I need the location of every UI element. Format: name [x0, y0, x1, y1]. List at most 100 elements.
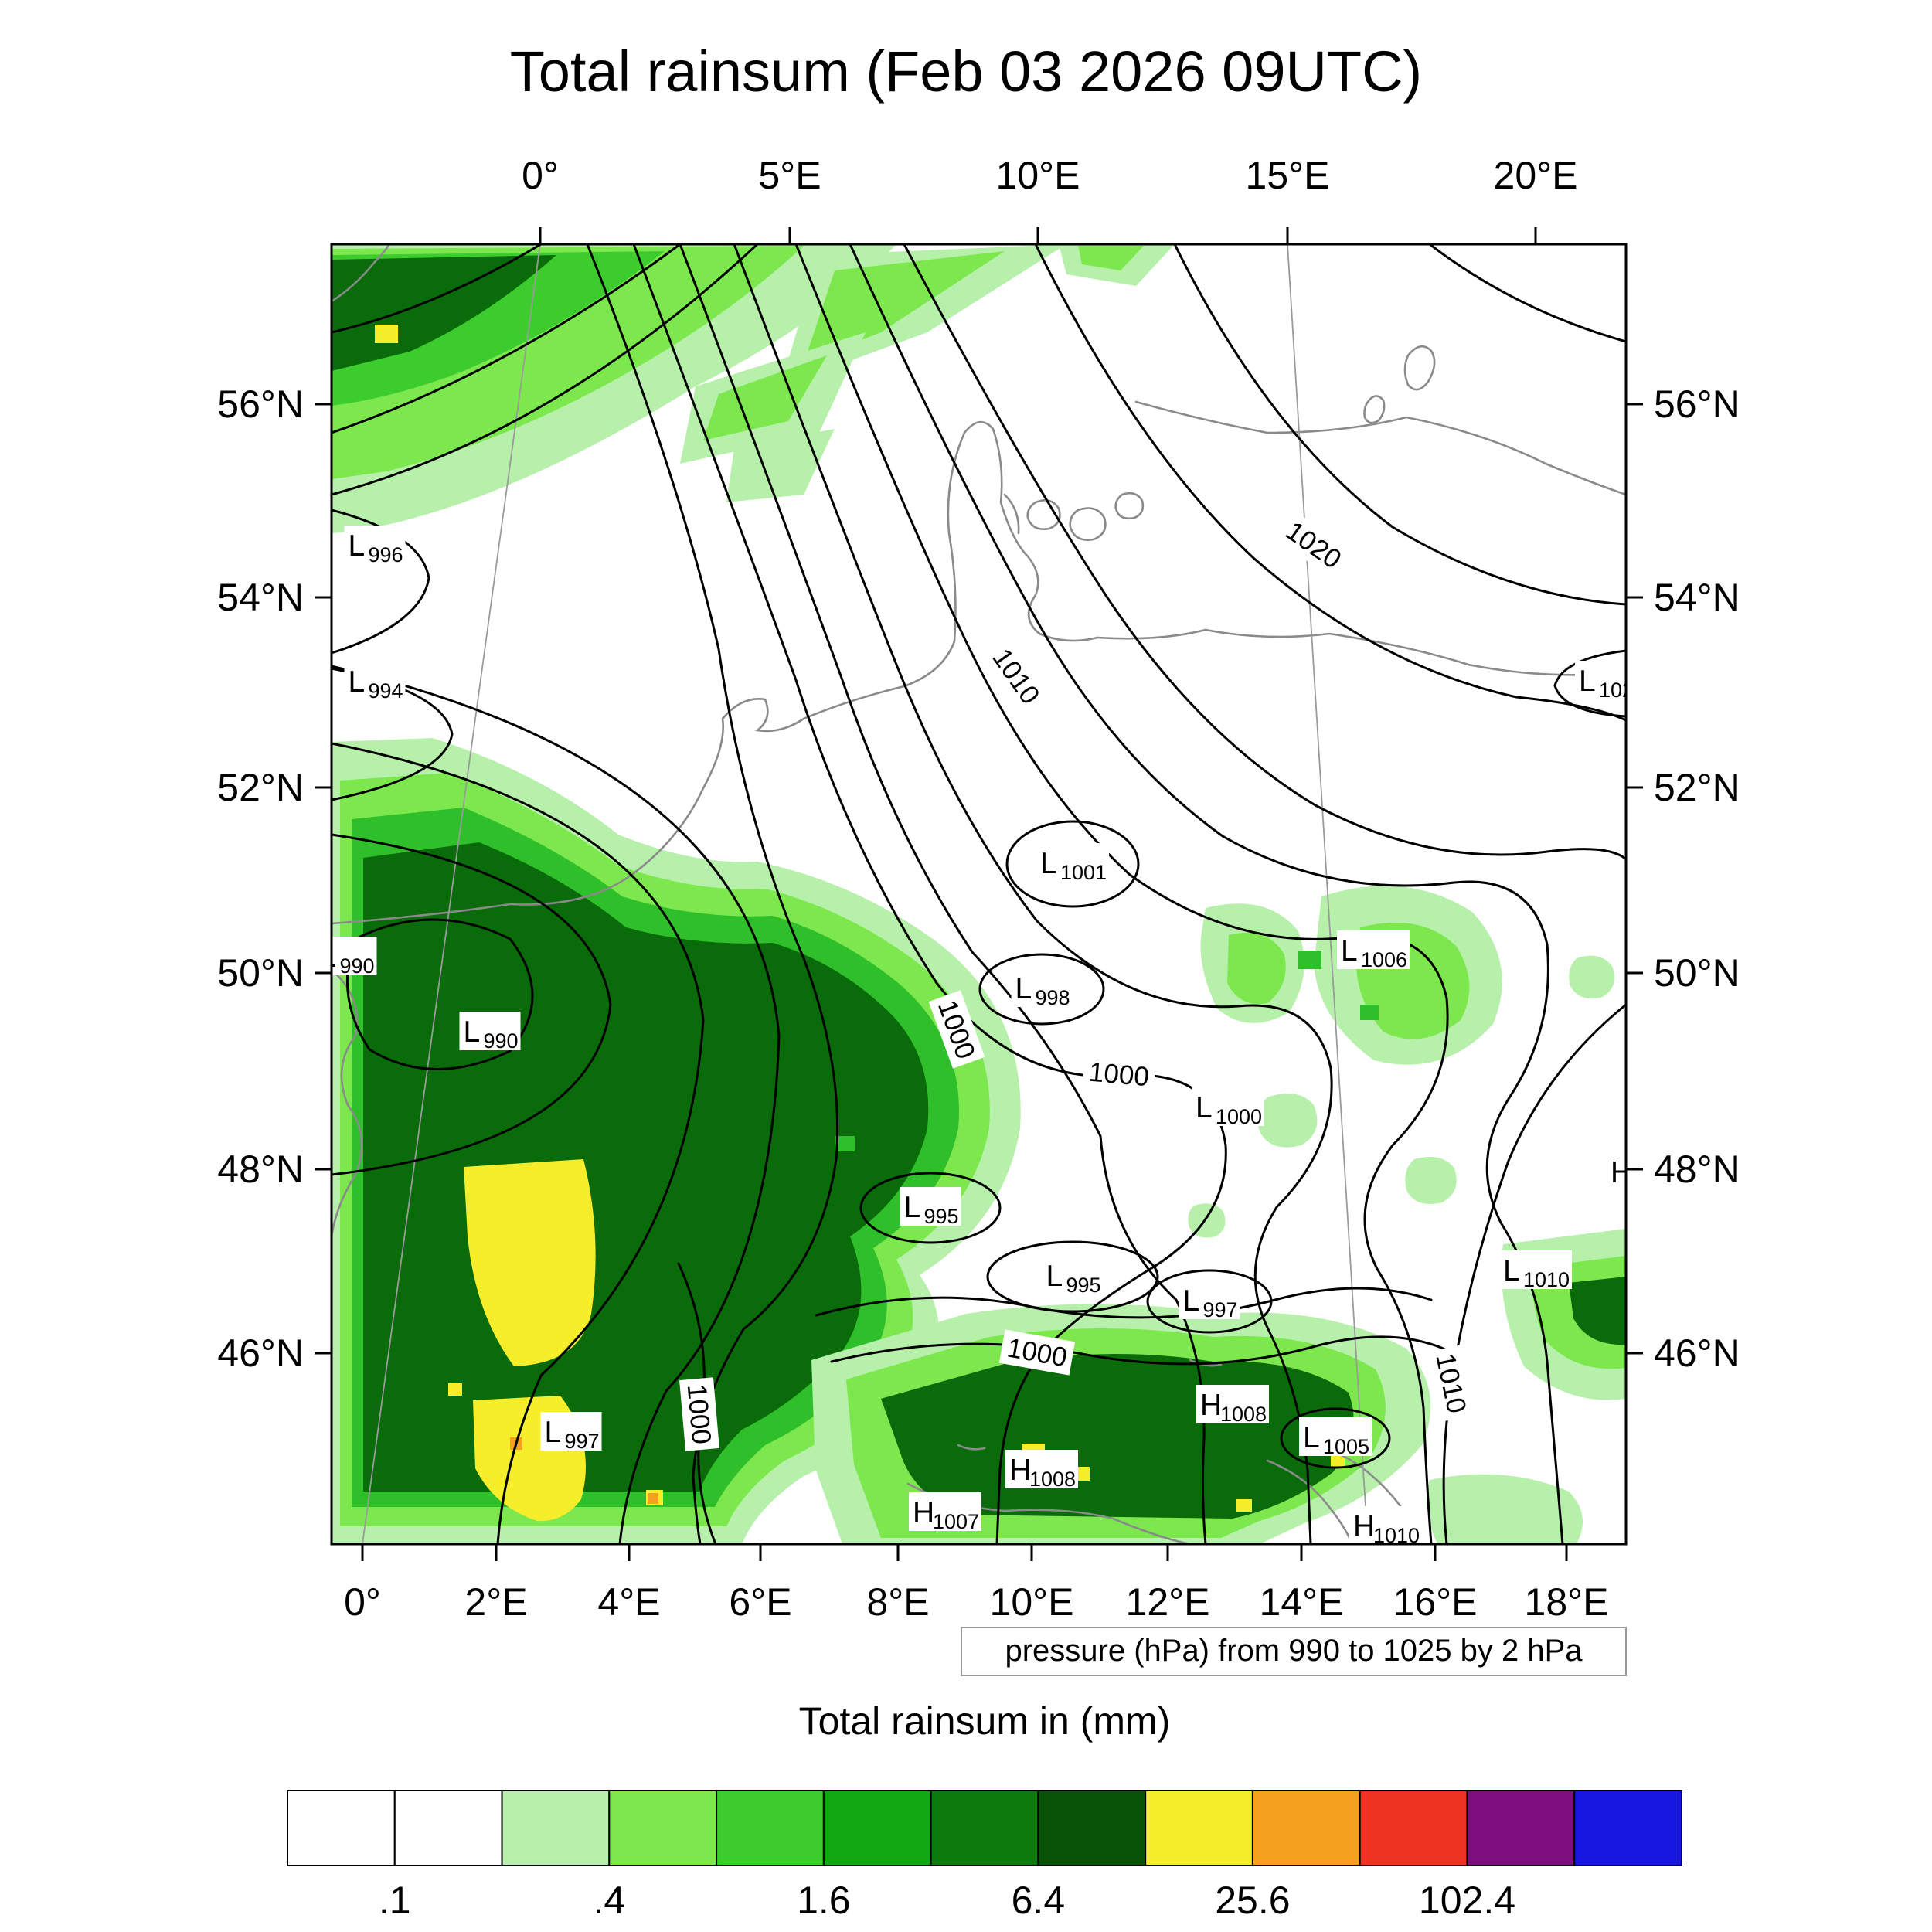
pressure-contour — [978, 953, 1105, 1026]
rain-region-top-patch-light — [1078, 246, 1144, 270]
coastline — [1114, 492, 1145, 520]
pressure-center-value: 1022 — [1599, 679, 1645, 702]
pressure-center-letter: L — [1341, 934, 1358, 968]
pressure-center-value: 997 — [1203, 1298, 1238, 1321]
pressure-center-box — [1299, 1417, 1372, 1456]
pressure-contour — [1428, 244, 1626, 343]
pressure-center-value: 995 — [1066, 1274, 1101, 1297]
pressure-contour — [345, 918, 534, 1070]
colorbar-title: Total rainsum in (mm) — [799, 1699, 1171, 1743]
axis-tick-label: 2°E — [464, 1580, 527, 1624]
pressure-center-value: 1005 — [1323, 1435, 1369, 1458]
axis-tick-label: 48°N — [1654, 1148, 1740, 1191]
pressure-center-label: L 990 — [332, 937, 377, 978]
pressure-center-label: L 997 — [1179, 1281, 1240, 1321]
pressure-center-label: H — [1607, 1152, 1626, 1191]
pressure-center-letter: L — [545, 1416, 562, 1449]
axis-tick-label: 4°E — [597, 1580, 660, 1624]
coastline — [1189, 1359, 1223, 1367]
contour-value-label: 1010 — [981, 637, 1051, 716]
coastline — [1266, 1459, 1354, 1544]
pressure-center-value: 1006 — [1361, 948, 1407, 971]
pressure-center-box — [540, 1412, 602, 1451]
pressure-center-label: L 998 — [1011, 968, 1073, 1009]
axis-tick-label: 46°N — [1654, 1332, 1740, 1375]
pressure-contour — [1280, 1407, 1391, 1469]
pressure-contour — [849, 244, 1564, 1544]
rain-region-east-specks-pale — [1188, 955, 1615, 1238]
pressure-contour — [332, 742, 705, 1544]
axis-tick-label: 46°N — [217, 1332, 304, 1375]
coastline — [1003, 493, 1020, 535]
pressure-center-box — [1349, 1506, 1422, 1544]
axis-tick-label: 52°N — [217, 766, 304, 809]
colorbar-segment — [1037, 1790, 1147, 1866]
axis-tick-label: 52°N — [1654, 766, 1740, 809]
axis-tick-label: 12°E — [1126, 1580, 1210, 1624]
pressure-center-letter: L — [1040, 847, 1057, 880]
axis-tick-label: 54°N — [217, 576, 304, 619]
rain-region-east-blob2-light — [1227, 933, 1286, 1005]
pressure-center-box — [1337, 930, 1410, 969]
pressure-center-letter: L — [1196, 1091, 1213, 1124]
pressure-center-box — [1192, 1087, 1264, 1126]
contour-value-label: 1000 — [1082, 1054, 1156, 1094]
pressure-center-letter: L — [1579, 665, 1596, 698]
pressure-center-box — [344, 526, 406, 564]
pressure-center-box — [1607, 1152, 1626, 1191]
pressure-center-box — [1005, 1450, 1078, 1488]
axis-tick-label: 15°E — [1246, 154, 1330, 197]
pressure-center-letter: L — [1503, 1254, 1520, 1287]
rain-region-sw-yellow-main — [464, 1159, 596, 1366]
pressure-center-value: 1008 — [1220, 1403, 1267, 1426]
axis-tick-label: 0° — [522, 154, 559, 197]
axis-tick-label: 6°E — [729, 1580, 791, 1624]
pressure-center-label: L 1000 — [1192, 1087, 1264, 1128]
colorbar-segment — [716, 1790, 825, 1866]
colorbar-segment — [930, 1790, 1039, 1866]
pressure-note-box: pressure (hPa) from 990 to 1025 by 2 hPa — [961, 1627, 1627, 1676]
pressure-center-box — [1179, 1281, 1240, 1319]
pressure-center-value: 1010 — [1373, 1524, 1420, 1547]
pressure-contour — [815, 1287, 1433, 1319]
contour-label-box — [981, 637, 1051, 716]
axis-tick-label: 54°N — [1654, 576, 1740, 619]
rainfall-shading-layer — [332, 244, 1626, 1544]
pressure-center-box — [909, 1492, 981, 1531]
pressure-center-value: 1008 — [1029, 1468, 1076, 1491]
pressure-contour — [332, 665, 781, 1544]
pressure-center-value: 990 — [484, 1029, 519, 1053]
pressure-contour — [1005, 820, 1140, 908]
pressure-center-letter: L — [1183, 1284, 1200, 1318]
pressure-contour — [1034, 244, 1626, 722]
axis-right: 56°N 54°N 52°N 50°N 48°N 46°N — [1626, 383, 1740, 1375]
coastline — [1069, 507, 1107, 541]
coastline — [1363, 395, 1386, 424]
colorbar-segment — [1573, 1790, 1682, 1866]
rain-region-south-right-pale — [1427, 1474, 1583, 1544]
pressure-center-value: 995 — [924, 1205, 959, 1228]
colorbar: .1 .4 1.6 6.4 25.6 102.4 — [287, 1790, 1682, 1922]
pressure-center-box — [344, 662, 406, 700]
axis-tick-label: 8°E — [866, 1580, 929, 1624]
pressure-center-letter: L — [349, 665, 366, 699]
coastline — [332, 420, 1099, 925]
colorbar-segment — [393, 1790, 503, 1866]
rain-region-se-dark — [1569, 1277, 1626, 1345]
pressure-center-box — [459, 1012, 521, 1050]
axis-tick-label: 14°E — [1260, 1580, 1344, 1624]
pressure-center-label: L 1005 — [1299, 1417, 1372, 1458]
contour-value-label: 1020 — [1274, 510, 1353, 580]
pressure-center-letter: L — [464, 1015, 481, 1049]
coastline — [957, 1444, 986, 1451]
coastline — [332, 244, 391, 303]
axis-bottom: 0° 2°E 4°E 6°E 8°E 10°E 12°E 14°E 16°E 18°E — [344, 1544, 1608, 1624]
pressure-center-box — [1036, 843, 1109, 882]
rain-region-streak1-light — [804, 251, 1005, 363]
contour-label-text: 1000 — [682, 1383, 717, 1446]
colorbar-segment — [822, 1790, 932, 1866]
colorbar-segment — [1145, 1790, 1253, 1866]
